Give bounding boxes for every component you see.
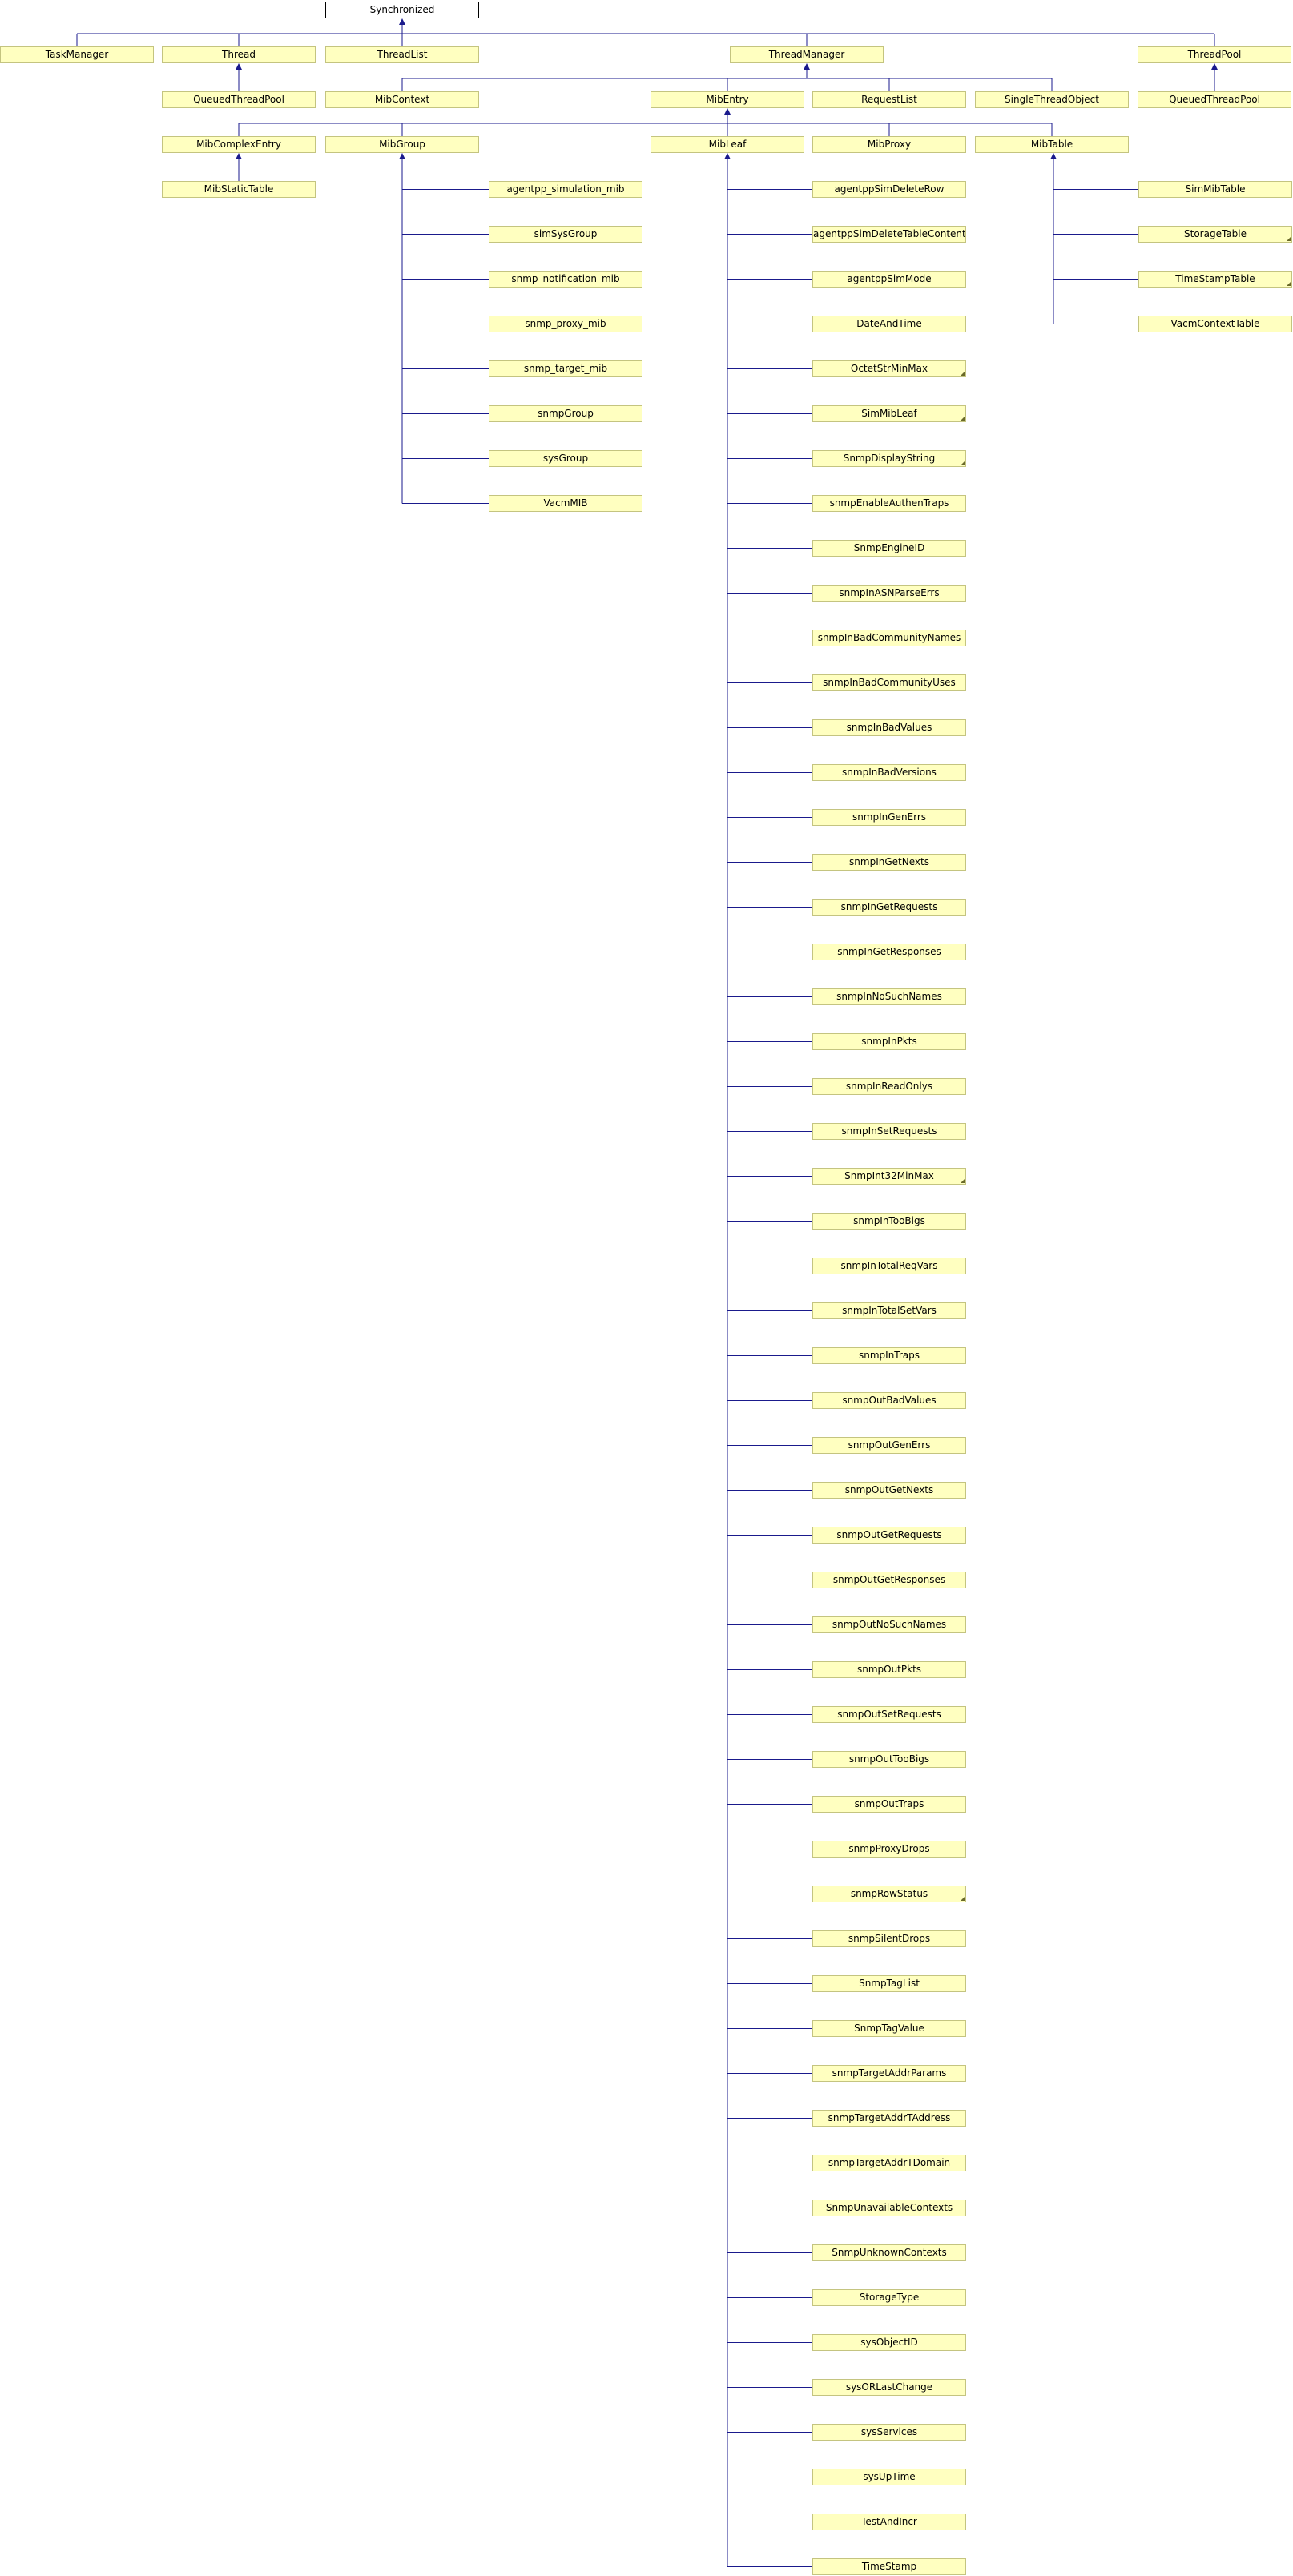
class-node-snmp-tag-value[interactable]: SnmpTagValue — [812, 2020, 966, 2037]
class-node-snmp-target-addr-tdomain[interactable]: snmpTargetAddrTDomain — [812, 2155, 966, 2171]
class-node-snmp-in-too-bigs[interactable]: snmpInTooBigs — [812, 1213, 966, 1230]
class-node-sys-services[interactable]: sysServices — [812, 2424, 966, 2441]
class-node-mib-entry[interactable]: MibEntry — [651, 91, 804, 108]
class-node-snmp-in-bad-versions[interactable]: snmpInBadVersions — [812, 764, 966, 781]
class-node-agentpp-sim-delete-row[interactable]: agentppSimDeleteRow — [812, 181, 966, 198]
class-node-snmp-unavailable-contexts[interactable]: SnmpUnavailableContexts — [812, 2200, 966, 2216]
class-node-snmp-out-traps[interactable]: snmpOutTraps — [812, 1796, 966, 1813]
class-node-snmp-engine-id[interactable]: SnmpEngineID — [812, 540, 966, 557]
class-node-sim-mib-table[interactable]: SimMibTable — [1138, 181, 1292, 198]
class-node-sim-sys-group[interactable]: simSysGroup — [489, 226, 642, 243]
class-node-snmp-in-bad-values[interactable]: snmpInBadValues — [812, 719, 966, 736]
class-node-mib-complex-entry[interactable]: MibComplexEntry — [162, 136, 316, 153]
class-node-snmp-unknown-contexts[interactable]: SnmpUnknownContexts — [812, 2244, 966, 2261]
class-node-task-manager[interactable]: TaskManager — [0, 46, 154, 63]
class-node-snmp-proxy-mib[interactable]: snmp_proxy_mib — [489, 316, 642, 332]
class-node-snmp-target-mib[interactable]: snmp_target_mib — [489, 360, 642, 377]
class-node-snmp-out-too-bigs[interactable]: snmpOutTooBigs — [812, 1751, 966, 1768]
class-node-sys-orlast-change[interactable]: sysORLastChange — [812, 2379, 966, 2396]
class-node-snmp-out-no-such-names[interactable]: snmpOutNoSuchNames — [812, 1616, 966, 1633]
class-node-date-and-time[interactable]: DateAndTime — [812, 316, 966, 332]
class-node-thread-manager[interactable]: ThreadManager — [730, 46, 884, 63]
inheritance-arrow-40 — [724, 153, 731, 159]
class-node-snmp-in-read-onlys[interactable]: snmpInReadOnlys — [812, 1078, 966, 1095]
class-node-snmp-in-bad-community-uses[interactable]: snmpInBadCommunityUses — [812, 674, 966, 691]
class-node-snmp-out-set-requests[interactable]: snmpOutSetRequests — [812, 1706, 966, 1723]
inheritance-arrow-28 — [236, 153, 242, 159]
class-node-snmp-in-total-req-vars[interactable]: snmpInTotalReqVars — [812, 1258, 966, 1274]
class-node-snmp-in-total-set-vars[interactable]: snmpInTotalSetVars — [812, 1302, 966, 1319]
class-node-snmp-int32-min-max[interactable]: SnmpInt32MinMax — [812, 1168, 966, 1185]
class-node-agentpp-sim-mode[interactable]: agentppSimMode — [812, 271, 966, 288]
inheritance-arrow-13 — [804, 63, 810, 70]
class-node-time-stamp[interactable]: TimeStamp — [812, 2558, 966, 2575]
class-node-snmp-out-get-nexts[interactable]: snmpOutGetNexts — [812, 1482, 966, 1499]
class-node-thread[interactable]: Thread — [162, 46, 316, 63]
class-node-mib-proxy[interactable]: MibProxy — [812, 136, 966, 153]
class-node-snmp-out-get-responses[interactable]: snmpOutGetResponses — [812, 1572, 966, 1588]
class-node-sys-group[interactable]: sysGroup — [489, 450, 642, 467]
inheritance-arrow-96 — [1050, 153, 1057, 159]
class-node-agentpp-simulation-mib[interactable]: agentpp_simulation_mib — [489, 181, 642, 198]
class-node-agentpp-sim-delete-table-contents[interactable]: agentppSimDeleteTableContents — [812, 226, 966, 243]
class-node-vacm-context-table[interactable]: VacmContextTable — [1138, 316, 1292, 332]
class-node-mib-group[interactable]: MibGroup — [325, 136, 479, 153]
class-node-snmp-in-get-nexts[interactable]: snmpInGetNexts — [812, 854, 966, 871]
class-node-thread-pool[interactable]: ThreadPool — [1138, 46, 1291, 63]
class-node-snmp-silent-drops[interactable]: snmpSilentDrops — [812, 1930, 966, 1947]
class-node-mib-static-table[interactable]: MibStaticTable — [162, 181, 316, 198]
class-node-mib-table[interactable]: MibTable — [975, 136, 1129, 153]
class-node-queued-thread-pool[interactable]: QueuedThreadPool — [1138, 91, 1291, 108]
class-node-snmp-notification-mib[interactable]: snmp_notification_mib — [489, 271, 642, 288]
class-node-snmp-target-addr-params[interactable]: snmpTargetAddrParams — [812, 2065, 966, 2082]
class-node-snmp-proxy-drops[interactable]: snmpProxyDrops — [812, 1841, 966, 1858]
class-node-snmp-in-no-such-names[interactable]: snmpInNoSuchNames — [812, 988, 966, 1005]
class-node-snmp-in-asnparse-errs[interactable]: snmpInASNParseErrs — [812, 585, 966, 602]
class-node-sys-up-time[interactable]: sysUpTime — [812, 2469, 966, 2485]
class-node-snmp-in-get-requests[interactable]: snmpInGetRequests — [812, 899, 966, 916]
class-node-snmp-in-gen-errs[interactable]: snmpInGenErrs — [812, 809, 966, 826]
class-node-snmp-row-status[interactable]: snmpRowStatus — [812, 1886, 966, 1902]
class-node-snmp-in-set-requests[interactable]: snmpInSetRequests — [812, 1123, 966, 1140]
inheritance-arrow-30 — [399, 153, 405, 159]
class-node-mib-leaf[interactable]: MibLeaf — [651, 136, 804, 153]
class-node-octet-str-min-max[interactable]: OctetStrMinMax — [812, 360, 966, 377]
inheritance-arrow-9 — [236, 63, 242, 70]
class-node-mib-context[interactable]: MibContext — [325, 91, 479, 108]
class-node-request-list[interactable]: RequestList — [812, 91, 966, 108]
class-node-sys-object-id[interactable]: sysObjectID — [812, 2334, 966, 2351]
class-node-test-and-incr[interactable]: TestAndIncr — [812, 2514, 966, 2530]
class-node-vacm-mib[interactable]: VacmMIB — [489, 495, 642, 512]
class-node-snmp-in-pkts[interactable]: snmpInPkts — [812, 1033, 966, 1050]
class-node-snmp-group[interactable]: snmpGroup — [489, 405, 642, 422]
class-node-snmp-in-bad-community-names[interactable]: snmpInBadCommunityNames — [812, 630, 966, 646]
class-node-snmp-enable-authen-traps[interactable]: snmpEnableAuthenTraps — [812, 495, 966, 512]
class-node-storage-table[interactable]: StorageTable — [1138, 226, 1292, 243]
inheritance-arrow-20 — [724, 108, 731, 115]
class-node-snmp-out-bad-values[interactable]: snmpOutBadValues — [812, 1392, 966, 1409]
class-node-storage-type[interactable]: StorageType — [812, 2289, 966, 2306]
class-node-snmp-in-traps[interactable]: snmpInTraps — [812, 1347, 966, 1364]
class-node-snmp-out-gen-errs[interactable]: snmpOutGenErrs — [812, 1437, 966, 1454]
inheritance-arrow-1 — [399, 18, 405, 25]
class-node-sim-mib-leaf[interactable]: SimMibLeaf — [812, 405, 966, 422]
class-node-snmp-out-pkts[interactable]: snmpOutPkts — [812, 1661, 966, 1678]
class-node-snmp-in-get-responses[interactable]: snmpInGetResponses — [812, 944, 966, 960]
class-node-snmp-tag-list[interactable]: SnmpTagList — [812, 1975, 966, 1992]
class-node-snmp-display-string[interactable]: SnmpDisplayString — [812, 450, 966, 467]
class-node-synchronized[interactable]: Synchronized — [325, 2, 479, 18]
class-node-time-stamp-table[interactable]: TimeStampTable — [1138, 271, 1292, 288]
inheritance-arrow-11 — [1211, 63, 1218, 70]
class-node-queued-thread-pool[interactable]: QueuedThreadPool — [162, 91, 316, 108]
class-node-single-thread-object[interactable]: SingleThreadObject — [975, 91, 1129, 108]
class-node-snmp-out-get-requests[interactable]: snmpOutGetRequests — [812, 1527, 966, 1544]
class-node-thread-list[interactable]: ThreadList — [325, 46, 479, 63]
class-node-snmp-target-addr-taddress[interactable]: snmpTargetAddrTAddress — [812, 2110, 966, 2127]
